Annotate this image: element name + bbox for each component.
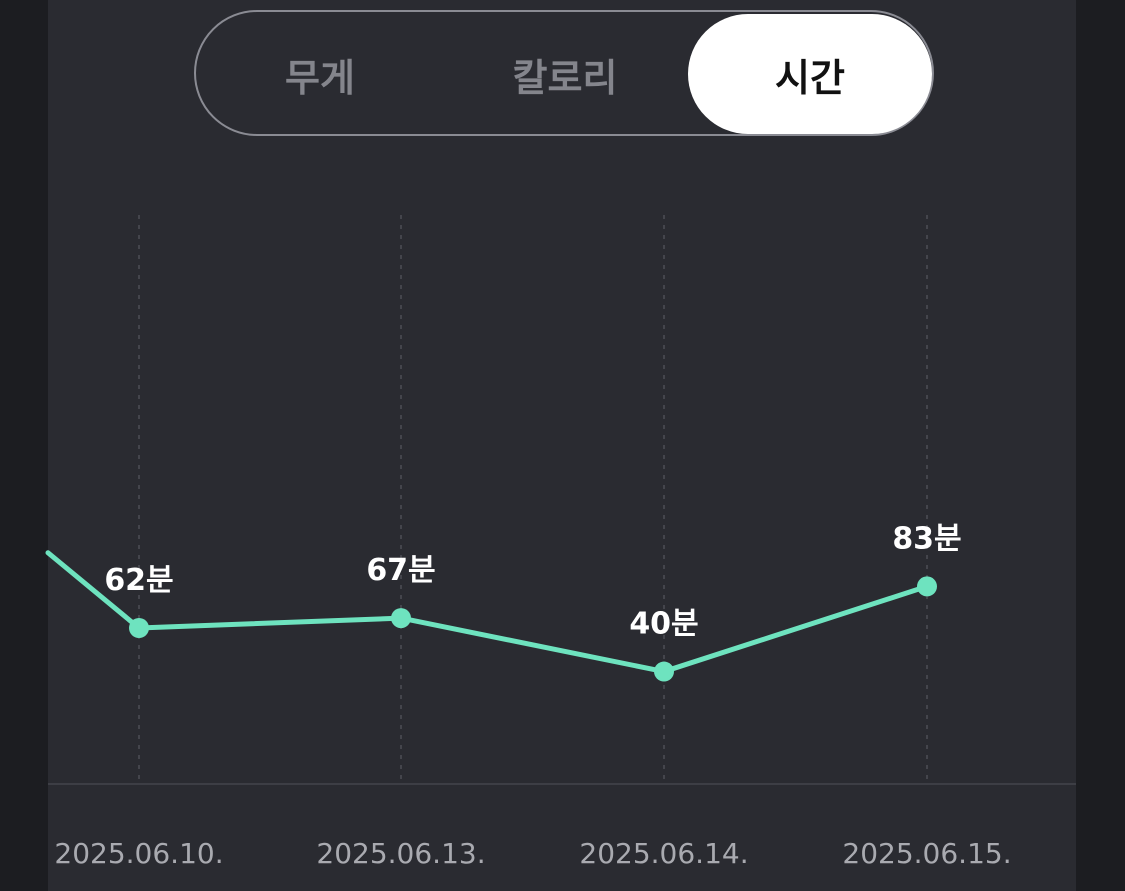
data-label-0: 62분: [104, 563, 173, 598]
series-line: [45, 550, 930, 675]
data-point-2: [654, 661, 674, 682]
x-tick-label-3: 2025.06.15.: [842, 837, 1011, 870]
x-tick-label-1: 2025.06.13.: [316, 837, 485, 870]
tab-calories[interactable]: 칼로리: [512, 55, 618, 100]
data-label-3: 83분: [892, 521, 961, 556]
x-tick-label-0: 2025.06.10.: [54, 837, 223, 870]
data-label-1: 67분: [366, 553, 435, 588]
data-label-2: 40분: [629, 607, 698, 642]
metric-segmented-control: 무게 칼로리 시간: [194, 10, 934, 136]
tab-weight[interactable]: 무게: [285, 55, 355, 100]
data-point-1: [391, 608, 411, 629]
chart-panel: [48, 0, 1076, 891]
data-point-3: [917, 576, 937, 597]
tab-time[interactable]: 시간: [688, 14, 932, 134]
x-tick-label-2: 2025.06.14.: [579, 837, 748, 870]
data-point-0: [129, 618, 149, 638]
